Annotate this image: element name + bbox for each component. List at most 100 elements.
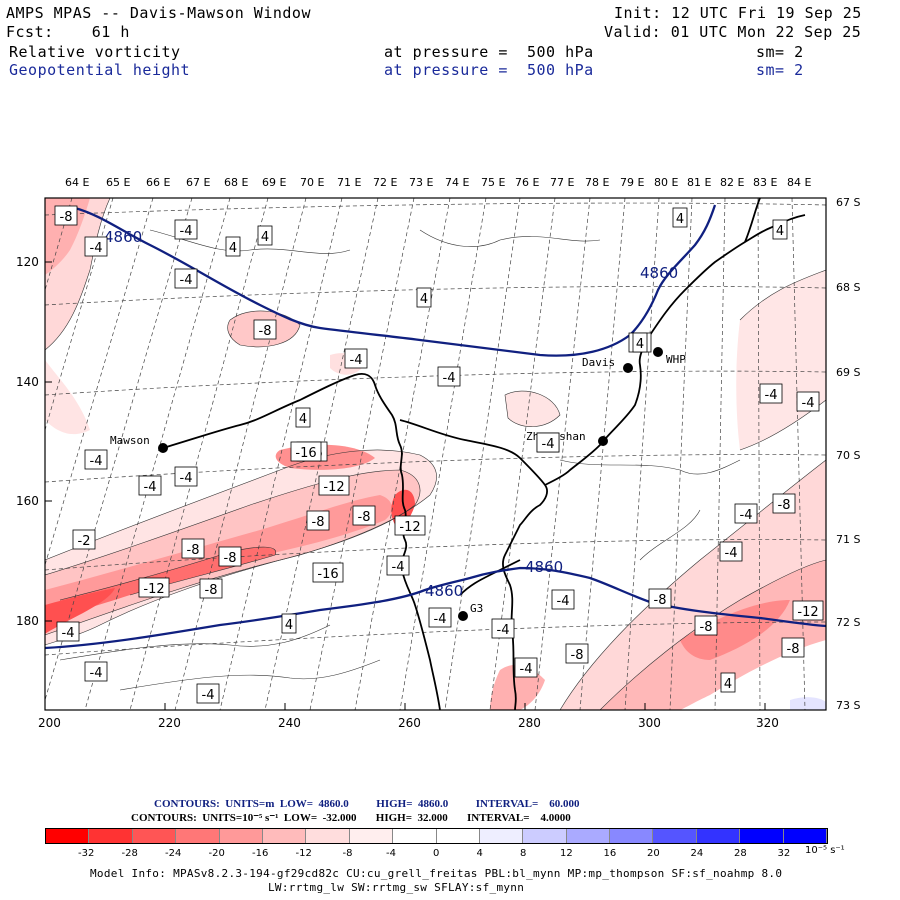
vorticity-label-box [181,538,205,559]
forecast-hour: Fcst: 61 h [6,23,130,41]
colorbar-tick-label: 32 [777,848,791,859]
init-time: Init: 12 UTC Fri 19 Sep 25 [614,4,862,22]
vorticity-label: 4 [229,241,237,256]
lon-label: 77 E [550,176,575,189]
colorbar-tick-label: 16 [603,848,617,859]
x-tick-label: 220 [158,716,181,730]
vorticity-label: 4 [299,412,307,427]
vorticity-label: 4 [285,618,293,633]
model-info-line2: LW:rrtmg_lw SW:rrtmg_sw SFLAY:sf_mynn [268,881,525,894]
vorticity-label: -8 [205,583,218,598]
vorticity-label: -4 [144,480,157,495]
vorticity-label-box [344,348,368,369]
field1-smoothing: sm= 2 [756,43,804,61]
lon-label: 68 E [224,176,249,189]
vorticity-label-box [290,441,322,462]
height-label: 4860 [525,558,563,576]
colorbar-swatch [653,829,697,843]
vorticity-label-box [772,493,796,514]
title: AMPS MPAS -- Davis-Mawson Window [6,4,311,22]
x-tick-label: 320 [756,716,779,730]
vorticity-shading-patch [505,391,560,427]
field1-name: Relative vorticity [9,43,181,61]
vorticity-label-box [84,661,108,682]
field1-level: at pressure = 500 hPa [384,43,594,61]
vorticity-label: 4 [261,230,269,245]
x-tick-label: 280 [518,716,541,730]
vorticity-label-box [306,510,330,531]
vorticity-label-box [295,407,311,428]
vorticity-label-box [416,287,432,308]
vorticity-label-box [792,600,824,621]
lat-label: 73 S [836,699,861,712]
vorticity-label-box [56,621,80,642]
vorticity-contour-info: CONTOURS: UNITS=10⁻⁵ s⁻¹ LOW= -32.000 HI… [131,812,571,824]
vorticity-shading-positive [790,697,826,710]
vorticity-label-box [138,577,170,598]
lon-label: 71 E [337,176,362,189]
vorticity-label: -4 [520,662,533,677]
station-label-whp: WHP [666,353,686,366]
height-label: 4860 [425,582,463,600]
station-label-mawson: Mawson [110,434,150,447]
vorticity-label: -12 [797,605,818,620]
vorticity-label: 4 [776,224,784,239]
vorticity-shading-northwest [45,198,110,435]
lat-label: 70 S [836,449,861,462]
colorbar [45,828,828,844]
vorticity-label-box [719,541,743,562]
vorticity-label-box [428,607,452,628]
vorticity-label-box [734,503,758,524]
vorticity-label: -2 [78,534,91,549]
vorticity-label-box [174,219,198,240]
vorticity-label: -8 [224,551,237,566]
vorticity-label: -8 [187,543,200,558]
station-mawson-marker [158,443,168,453]
y-tick-label: 140 [16,375,39,389]
vorticity-label: -8 [259,324,272,339]
colorbar-tick-label: 0 [433,848,440,859]
colorbar-swatch [262,829,307,843]
station-whp-marker [653,347,663,357]
vorticity-label: 4 [420,292,428,307]
station-g3-marker [458,611,468,621]
y-tick-label: 120 [16,255,39,269]
colorbar-swatch [349,829,394,843]
station-davis-marker [623,363,633,373]
vorticity-label-box [772,219,788,240]
vorticity-label-box [437,366,461,387]
colorbar-tick-label: -28 [121,848,138,859]
lon-label: 79 E [620,176,645,189]
vorticity-label-box [536,432,560,453]
field2-name: Geopotential height [9,61,191,79]
y-tick-label: 180 [16,614,39,628]
vorticity-label-box [225,236,241,257]
vorticity-label: -8 [700,620,713,635]
colorbar-swatch [176,829,220,843]
height-label: 4860 [104,228,142,246]
vorticity-label-box [84,449,108,470]
vorticity-label-box [253,319,277,340]
vorticity-label-box [281,613,297,634]
colorbar-unit: 10⁻⁵ s⁻¹ [805,845,845,856]
vorticity-label-box [694,615,718,636]
lon-label: 67 E [186,176,211,189]
vorticity-label-box [648,588,672,609]
colorbar-swatch [566,829,611,843]
vorticity-label-box [352,505,376,526]
vorticity-label: -4 [180,471,193,486]
lon-label: 78 E [585,176,610,189]
vorticity-label-box [514,657,538,678]
vorticity-label: -8 [60,210,73,225]
colorbar-swatch [479,829,524,843]
field2-level: at pressure = 500 hPa [384,61,594,79]
lon-label: 69 E [262,176,287,189]
colorbar-tick-label: -20 [208,848,225,859]
vorticity-label: -4 [802,396,815,411]
vorticity-label-box [54,205,78,226]
x-tick-label: 200 [38,716,61,730]
vorticity-label-box [312,562,344,583]
vorticity-label: -4 [90,241,103,256]
vorticity-label: -4 [180,224,193,239]
